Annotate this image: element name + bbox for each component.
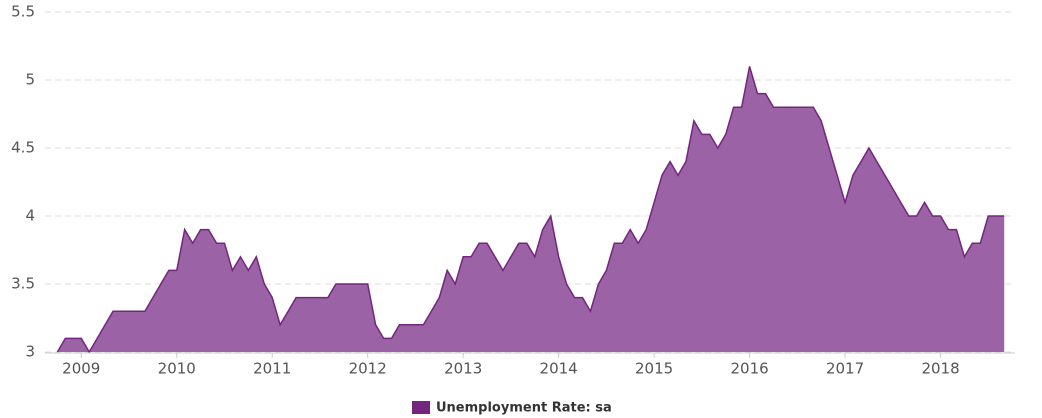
legend-label: Unemployment Rate: sa xyxy=(436,401,612,416)
y-tick-label: 4.5 xyxy=(11,139,35,157)
legend-swatch xyxy=(412,401,430,414)
y-tick-label: 3.5 xyxy=(11,275,35,293)
x-tick-label: 2017 xyxy=(826,360,864,378)
y-tick-label: 3 xyxy=(25,343,35,361)
x-tick-label: 2014 xyxy=(540,360,578,378)
x-tick-label: 2016 xyxy=(730,360,768,378)
y-tick-label: 5.5 xyxy=(11,3,35,21)
area xyxy=(57,66,1005,353)
x-tick-label: 2010 xyxy=(158,360,196,378)
x-tick-label: 2009 xyxy=(62,360,100,378)
x-tick-label: 2011 xyxy=(253,360,291,378)
y-tick-label: 5 xyxy=(25,71,35,89)
area-line xyxy=(56,66,1005,354)
y-tick-label: 4 xyxy=(25,207,35,225)
x-tick-label: 2012 xyxy=(349,360,387,378)
x-tick-label: 2013 xyxy=(444,360,482,378)
x-tick-label: 2018 xyxy=(921,360,959,378)
x-tick-label: 2015 xyxy=(635,360,673,378)
